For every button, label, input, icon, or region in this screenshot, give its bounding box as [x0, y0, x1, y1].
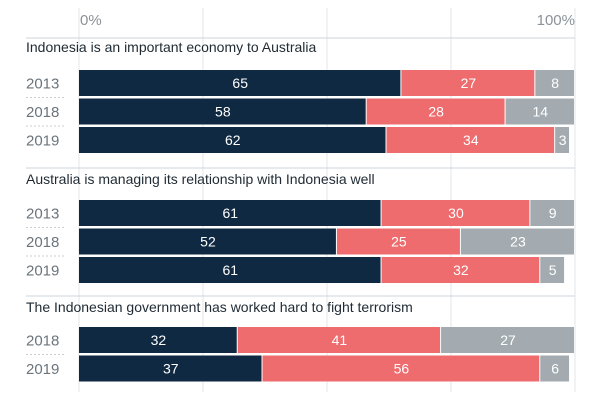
- data-label: 61: [222, 205, 238, 221]
- bar-segment-disagree: [381, 200, 530, 226]
- data-label: 58: [215, 104, 231, 120]
- bar-segment-other: [441, 327, 574, 353]
- bar-segment-other: [505, 98, 574, 125]
- bar-segment-agree: [79, 98, 366, 125]
- panel-2: Australia is managing its relationship w…: [26, 171, 574, 283]
- year-label: 2019: [26, 361, 59, 378]
- bar-segment-disagree: [336, 228, 460, 255]
- data-label: 52: [200, 234, 216, 250]
- bar-segment-disagree: [386, 127, 555, 153]
- bar-segment-agree: [79, 70, 401, 96]
- panel-title: Australia is managing its relationship w…: [26, 171, 375, 187]
- data-label: 3: [559, 132, 567, 148]
- panel-1: Indonesia is an important economy to Aus…: [26, 39, 574, 153]
- bar-segment-agree: [79, 127, 386, 153]
- year-label: 2018: [26, 333, 59, 350]
- data-label: 32: [151, 332, 167, 348]
- bar-segment-other: [530, 200, 574, 226]
- data-label: 5: [549, 262, 557, 278]
- bar-segment-other: [460, 228, 574, 255]
- data-label: 27: [461, 75, 477, 91]
- bar-segment-disagree: [237, 327, 441, 353]
- year-label: 2019: [26, 133, 59, 150]
- data-label: 37: [163, 361, 179, 377]
- bar-segment-disagree: [381, 257, 540, 283]
- data-label: 30: [448, 205, 464, 221]
- data-label: 65: [232, 75, 248, 91]
- panel-3: The Indonesian government has worked har…: [26, 299, 574, 382]
- data-label: 14: [532, 104, 548, 120]
- data-label: 27: [500, 332, 516, 348]
- data-label: 56: [394, 361, 410, 377]
- year-label: 2018: [26, 104, 59, 121]
- data-label: 23: [510, 234, 526, 250]
- bar-segment-agree: [79, 257, 381, 283]
- data-label: 8: [551, 75, 559, 91]
- year-label: 2013: [26, 206, 59, 223]
- data-label: 9: [549, 205, 557, 221]
- data-label: 25: [391, 234, 407, 250]
- bar-segment-disagree: [401, 70, 535, 96]
- axis-tick-100: 100%: [537, 12, 575, 29]
- bar-segment-other: [535, 70, 574, 96]
- axis-tick-0: 0%: [80, 12, 102, 29]
- data-label: 6: [551, 361, 559, 377]
- year-label: 2018: [26, 234, 59, 251]
- data-label: 34: [463, 132, 479, 148]
- panel-title: The Indonesian government has worked har…: [26, 299, 413, 315]
- data-label: 61: [222, 262, 238, 278]
- bar-segment-other: [540, 355, 570, 382]
- data-label: 28: [428, 104, 444, 120]
- data-label: 41: [332, 332, 348, 348]
- bar-segment-agree: [79, 355, 262, 382]
- panel-title: Indonesia is an important economy to Aus…: [26, 39, 316, 55]
- data-label: 32: [453, 262, 469, 278]
- bar-segment-other: [555, 127, 570, 153]
- bar-segment-agree: [79, 228, 336, 255]
- bar-segment-disagree: [262, 355, 540, 382]
- bar-segment-other: [540, 257, 565, 283]
- bar-segment-agree: [79, 327, 237, 353]
- bar-segment-agree: [79, 200, 381, 226]
- bar-segment-disagree: [366, 98, 505, 125]
- data-label: 62: [225, 132, 241, 148]
- year-label: 2013: [26, 76, 59, 93]
- year-label: 2019: [26, 263, 59, 280]
